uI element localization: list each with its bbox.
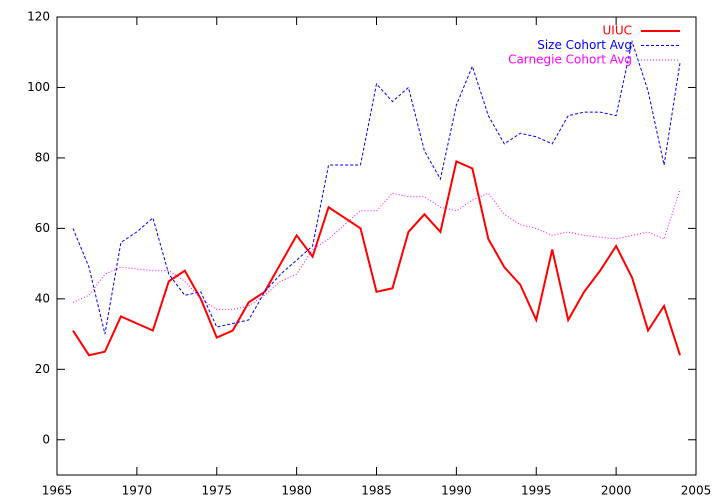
y-tick-label: 20 [35,362,50,376]
x-tick-label: 2005 [681,484,712,498]
x-tick-label: 1995 [521,484,552,498]
legend-label: Carnegie Cohort Avg [508,53,632,67]
y-tick-label: 80 [35,150,50,164]
y-tick-label: 100 [27,80,50,94]
legend-label: Size Cohort Avg [537,38,632,52]
x-tick-label: 2000 [601,484,632,498]
y-tick-label: 40 [35,291,50,305]
x-tick-label: 1985 [361,484,392,498]
x-tick-label: 1990 [441,484,472,498]
series-line [72,39,681,335]
legend-label: UIUC [603,24,632,38]
series-line [72,189,681,310]
x-tick-label: 1970 [122,484,153,498]
x-tick-label: 1975 [201,484,232,498]
y-tick-label: 0 [42,432,50,446]
y-tick-label: 60 [35,221,50,235]
x-tick-label: 1965 [42,484,73,498]
y-tick-label: 120 [27,10,50,24]
series-line [72,160,681,357]
x-tick-label: 1980 [281,484,312,498]
